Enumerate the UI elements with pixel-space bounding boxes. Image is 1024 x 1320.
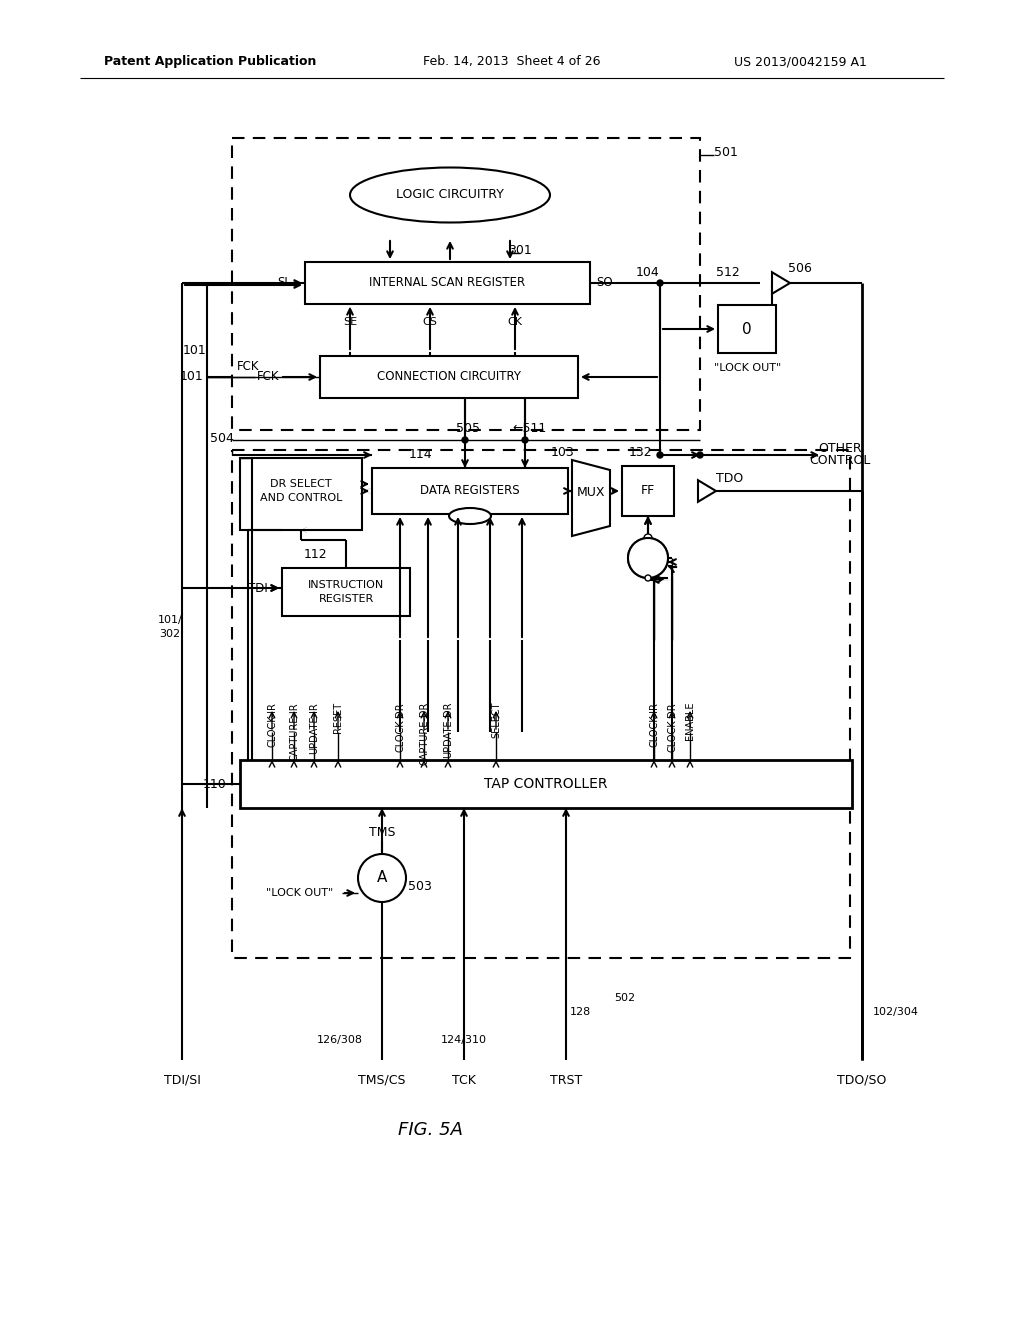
Text: Feb. 14, 2013  Sheet 4 of 26: Feb. 14, 2013 Sheet 4 of 26 [423,55,601,69]
Circle shape [628,539,668,578]
Text: 126/308: 126/308 [317,1035,362,1045]
Text: 112: 112 [303,549,327,561]
Text: SE: SE [343,317,357,327]
Text: TMS: TMS [369,825,395,838]
Text: 103: 103 [551,446,574,458]
Text: DR SELECT: DR SELECT [270,479,332,488]
Text: UPDATE-DR: UPDATE-DR [443,702,453,759]
Text: DATA REGISTERS: DATA REGISTERS [420,484,520,498]
Text: 503: 503 [408,879,432,892]
Text: TMS/CS: TMS/CS [358,1073,406,1086]
Text: SI: SI [278,276,289,289]
Text: 104: 104 [636,265,659,279]
Bar [718,305,776,352]
Bar [319,356,578,399]
Text: 124/310: 124/310 [441,1035,487,1045]
Polygon shape [772,272,790,294]
Text: TCK: TCK [452,1073,476,1086]
Text: OTHER: OTHER [818,441,862,454]
Text: CAPTURE-IR: CAPTURE-IR [289,702,299,760]
Text: CLOCK-IR: CLOCK-IR [649,702,659,747]
Text: FCK: FCK [237,360,259,374]
Polygon shape [572,459,610,536]
Text: TDO: TDO [717,473,743,486]
Circle shape [645,576,651,581]
Text: "LOCK OUT": "LOCK OUT" [266,888,334,898]
Text: 101: 101 [183,343,207,356]
Text: 114: 114 [409,449,432,462]
Text: INSTRUCTION: INSTRUCTION [308,579,384,590]
Text: ENABLE: ENABLE [685,702,695,741]
Text: CLOCK-DR: CLOCK-DR [395,702,406,751]
Text: CS: CS [423,317,437,327]
Text: TRST: TRST [550,1073,582,1086]
Text: 502: 502 [614,993,635,1003]
Text: REGISTER: REGISTER [318,594,374,605]
Text: OR: OR [639,552,657,565]
Text: 506: 506 [788,261,812,275]
Bar [282,568,410,616]
Text: Patent Application Publication: Patent Application Publication [103,55,316,69]
Text: 110: 110 [203,777,227,791]
Ellipse shape [350,168,550,223]
Bar [372,469,568,513]
Text: 504: 504 [210,432,233,445]
Text: 301: 301 [508,243,531,256]
Circle shape [657,280,663,286]
Circle shape [628,539,668,578]
Text: TDO/SO: TDO/SO [838,1073,887,1086]
Text: CLOCK-IR: CLOCK-IR [267,702,278,747]
Text: LOGIC CIRCUITRY: LOGIC CIRCUITRY [396,189,504,202]
Text: 102/304: 102/304 [873,1007,919,1016]
Circle shape [697,451,703,458]
Text: SELECT: SELECT [490,702,501,738]
Text: 501: 501 [714,145,738,158]
Text: 132: 132 [628,446,652,459]
Circle shape [657,451,663,458]
Text: OR: OR [639,552,657,565]
Text: FF: FF [641,484,655,498]
Text: US 2013/0042159 A1: US 2013/0042159 A1 [733,55,866,69]
Text: CK: CK [508,317,522,327]
Bar [240,458,362,531]
Text: SO: SO [597,276,613,289]
Text: CONTROL: CONTROL [809,454,870,467]
Text: "LOCK OUT": "LOCK OUT" [715,363,781,374]
Text: UPDATE-IR: UPDATE-IR [309,702,319,754]
Bar [240,760,852,808]
Text: TDI/SI: TDI/SI [164,1073,201,1086]
Text: 128: 128 [570,1007,591,1016]
Bar [232,450,850,958]
Polygon shape [698,480,716,502]
Text: 101/: 101/ [158,615,182,624]
Text: CONNECTION CIRCUITRY: CONNECTION CIRCUITRY [377,371,521,384]
Text: 512: 512 [716,265,740,279]
Text: TAP CONTROLLER: TAP CONTROLLER [484,777,608,791]
Circle shape [462,437,468,444]
Text: AND CONTROL: AND CONTROL [260,492,342,503]
Circle shape [522,437,528,444]
Text: CLOCK-DR: CLOCK-DR [667,702,677,751]
Bar [232,139,700,430]
Text: 302: 302 [160,630,180,639]
Text: 101: 101 [180,371,204,384]
Text: 505: 505 [456,421,480,434]
Circle shape [644,535,652,543]
Circle shape [358,854,406,902]
Text: A: A [377,870,387,886]
Text: CAPTURE-DR: CAPTURE-DR [419,702,429,766]
Ellipse shape [449,508,490,524]
Text: MUX: MUX [577,487,605,499]
Text: ←511: ←511 [513,421,547,434]
Text: 0: 0 [742,322,752,337]
Text: RESET: RESET [333,702,343,733]
Text: FCK: FCK [257,371,280,384]
Text: TDI: TDI [248,582,268,594]
Text: INTERNAL SCAN REGISTER: INTERNAL SCAN REGISTER [369,276,525,289]
Bar [622,466,674,516]
Bar [305,261,590,304]
Text: FIG. 5A: FIG. 5A [397,1121,463,1139]
